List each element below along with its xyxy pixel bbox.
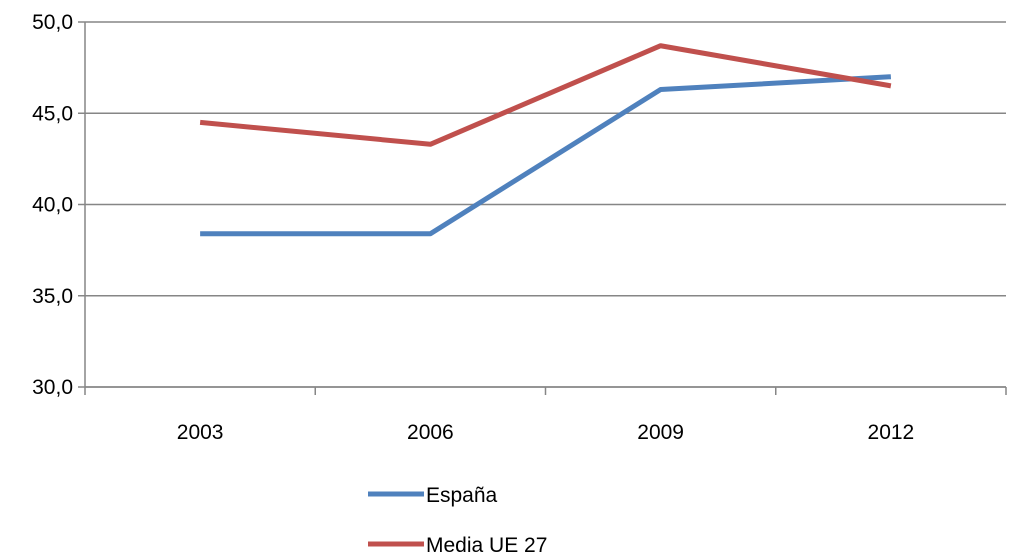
- y-tick-label: 50,0: [32, 11, 73, 34]
- y-tick-label: 30,0: [32, 376, 73, 399]
- x-tick-label: 2003: [177, 421, 224, 444]
- y-tick-label: 45,0: [32, 102, 73, 125]
- y-tick-label: 35,0: [32, 285, 73, 308]
- series-line-españa: [200, 74, 892, 237]
- axes: 30,0 35,0 40,0 45,0 50,0 2003 2006 2009 2012: [32, 11, 1007, 444]
- series-line-media-ue-27: [199, 43, 892, 147]
- legend-label: Media UE 27: [426, 534, 547, 553]
- x-tick-label: 2006: [407, 421, 454, 444]
- legend-label: España: [426, 484, 498, 507]
- legend: España Media UE 27: [368, 484, 547, 557]
- y-tick-label: 40,0: [32, 194, 73, 217]
- x-tick-label: 2009: [637, 421, 684, 444]
- series-lines: [199, 43, 892, 237]
- x-tick-label: 2012: [868, 421, 915, 444]
